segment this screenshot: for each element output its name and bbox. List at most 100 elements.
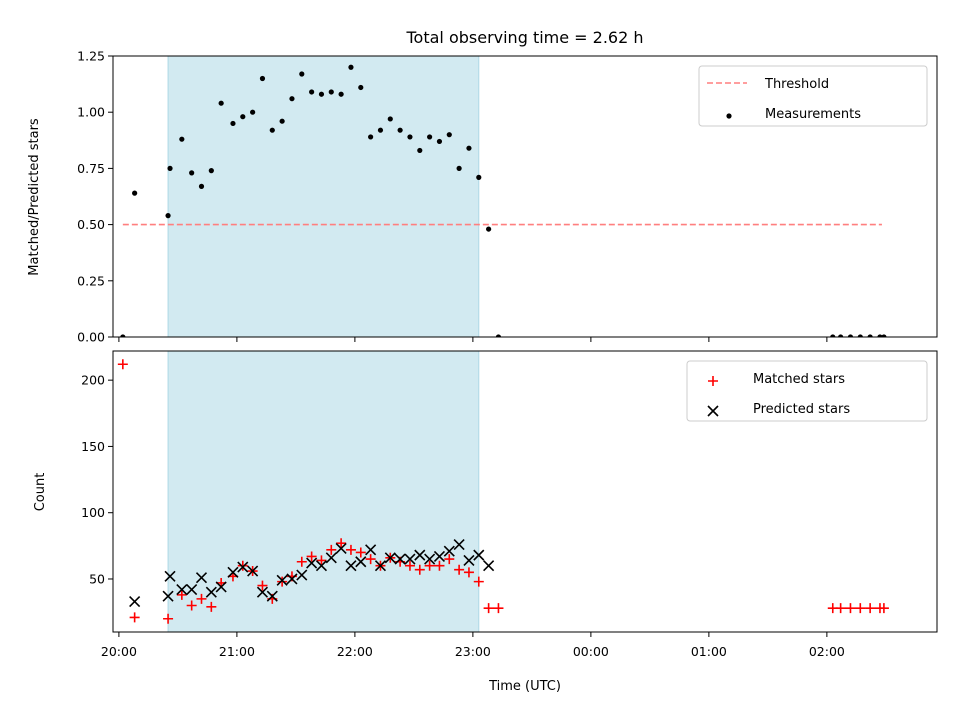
matched-star-point bbox=[855, 603, 866, 614]
matched-star-point bbox=[336, 538, 347, 549]
y-tick-label: 100 bbox=[81, 505, 105, 520]
measurement-point bbox=[436, 138, 443, 145]
measurement-point bbox=[165, 213, 171, 219]
measurement-point bbox=[259, 75, 266, 82]
predicted-star-point bbox=[215, 581, 227, 593]
x-axis-label: Time (UTC) bbox=[488, 679, 561, 694]
series-0 bbox=[117, 359, 889, 624]
top-panel: 0.00 0.25 0.50 0.75 1.00 1.25 Threshold Measure… bbox=[77, 49, 938, 345]
predicted-star-point bbox=[345, 560, 357, 572]
measurement-point bbox=[486, 226, 492, 232]
measurement-point bbox=[189, 170, 195, 176]
legend-box bbox=[698, 65, 928, 127]
axes-frame bbox=[112, 55, 938, 338]
series-1 bbox=[129, 538, 495, 608]
matched-star-point bbox=[206, 601, 217, 612]
measurement-point bbox=[377, 127, 384, 133]
predicted-star-point bbox=[394, 553, 406, 565]
top-y-axis-label: Matched/Predicted stars bbox=[27, 118, 42, 276]
predicted-star-point bbox=[296, 569, 308, 581]
predicted-star-point bbox=[384, 552, 396, 564]
predicted-star-point bbox=[404, 553, 416, 565]
predicted-star-point bbox=[162, 590, 174, 602]
predicted-star-point bbox=[276, 574, 288, 586]
measurement-point bbox=[476, 174, 482, 180]
legend-label: Predicted stars bbox=[753, 402, 850, 417]
measurement-point bbox=[867, 334, 873, 337]
matched-star-point bbox=[296, 556, 307, 567]
legend-label: Matched stars bbox=[753, 372, 845, 387]
measurement-point bbox=[397, 127, 403, 133]
measurement-point bbox=[387, 116, 393, 122]
predicted-star-point bbox=[195, 572, 208, 584]
matched-star-point bbox=[434, 560, 445, 571]
measurement-point bbox=[309, 89, 315, 95]
measurement-point bbox=[279, 118, 285, 124]
matched-star-point bbox=[878, 603, 889, 614]
measurement-point bbox=[240, 114, 246, 120]
measurement-point bbox=[368, 134, 374, 140]
y-tick-label: 1.25 bbox=[77, 49, 105, 64]
predicted-star-point bbox=[473, 549, 485, 561]
predicted-star-point bbox=[306, 557, 318, 569]
x-tick-label: 22:00 bbox=[337, 644, 373, 659]
x-tick-label: 01:00 bbox=[691, 644, 727, 659]
predicted-star-point bbox=[164, 570, 176, 582]
predicted-star-point bbox=[247, 565, 259, 577]
legend-label: Threshold bbox=[764, 77, 829, 92]
measurement-point bbox=[417, 147, 423, 154]
axes-frame bbox=[112, 350, 938, 633]
measurement-point bbox=[838, 334, 844, 337]
matched-star-point bbox=[493, 603, 504, 614]
measurement-point bbox=[250, 109, 256, 115]
legend: Matched stars Predicted stars bbox=[686, 360, 928, 422]
x-tick-label: 21:00 bbox=[219, 644, 255, 659]
bottom-panel: 50 100 150 200 20:00 21:00 22:00 23:00 00:00 01:0… bbox=[81, 350, 938, 659]
matched-star-point bbox=[196, 593, 207, 604]
measurement-point bbox=[466, 145, 472, 151]
matched-star-point bbox=[473, 576, 484, 587]
measurement-point bbox=[446, 132, 452, 138]
measurement-point bbox=[167, 165, 173, 171]
measurement-point bbox=[179, 136, 185, 142]
predicted-star-point bbox=[186, 584, 198, 596]
predicted-star-point bbox=[335, 542, 347, 555]
measurement-point bbox=[328, 89, 334, 95]
matched-star-point bbox=[277, 576, 288, 587]
legend-measurement-swatch bbox=[726, 113, 732, 119]
matched-star-point bbox=[306, 551, 317, 562]
matched-star-point bbox=[257, 580, 268, 591]
predicted-star-point bbox=[176, 584, 188, 596]
measurement-point bbox=[358, 84, 364, 91]
matched-star-point bbox=[414, 564, 425, 575]
matched-star-point bbox=[404, 560, 415, 571]
measurement-point bbox=[198, 183, 205, 189]
predicted-star-point bbox=[463, 554, 475, 566]
matched-star-point bbox=[454, 564, 465, 575]
bottom-y-axis-label: Count bbox=[33, 473, 48, 512]
observing-window-shade bbox=[168, 56, 479, 337]
predicted-star-point bbox=[374, 560, 387, 572]
predicted-star-point bbox=[227, 566, 239, 578]
measurement-point bbox=[495, 334, 502, 337]
predicted-star-point bbox=[414, 549, 426, 561]
measurement-point bbox=[857, 334, 863, 337]
predicted-star-point bbox=[355, 556, 367, 568]
predicted-star-point bbox=[129, 595, 141, 608]
measurement-point bbox=[132, 190, 138, 196]
predicted-star-point bbox=[325, 552, 337, 564]
measurement-point bbox=[427, 134, 433, 140]
matched-star-point bbox=[129, 612, 140, 623]
measurement-point bbox=[289, 96, 295, 102]
matched-star-point bbox=[845, 603, 856, 614]
measurement-point bbox=[338, 91, 344, 97]
legend: Threshold Measurements bbox=[698, 65, 928, 127]
measurement-point bbox=[230, 120, 236, 127]
measurement-point bbox=[877, 334, 883, 337]
matched-star-point bbox=[355, 547, 366, 558]
x-tick-label: 02:00 bbox=[809, 644, 845, 659]
matched-star-point bbox=[186, 600, 197, 611]
x-tick-label: 00:00 bbox=[573, 644, 609, 659]
matched-star-point bbox=[365, 554, 376, 565]
